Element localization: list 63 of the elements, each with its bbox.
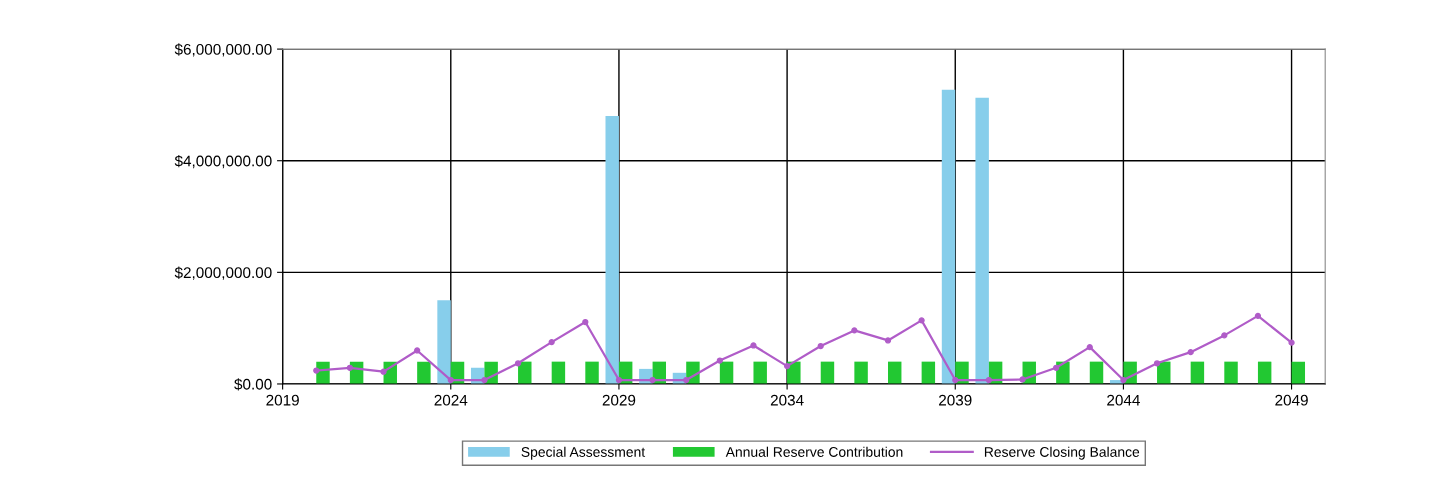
bar [719, 361, 734, 384]
legend-label: Reserve Closing Balance [984, 446, 1140, 460]
point [481, 376, 488, 384]
bar [1257, 361, 1272, 384]
point [1086, 344, 1093, 351]
x-tick-label: 2024 [434, 394, 468, 406]
point [414, 347, 421, 354]
point [514, 360, 522, 367]
point [817, 342, 824, 350]
bar [585, 361, 599, 384]
point [1019, 376, 1026, 383]
x-tick-label: 2044 [1107, 394, 1140, 406]
point [1053, 364, 1060, 371]
bar [518, 361, 532, 384]
bar [854, 361, 868, 384]
point [1120, 376, 1127, 384]
point [346, 364, 354, 371]
x-tick-label: 2039 [939, 394, 972, 406]
y-tick-label: $4,000,000.00 [174, 154, 272, 169]
x-tick-label: 2019 [266, 394, 299, 406]
bar [551, 361, 566, 384]
point [783, 362, 791, 370]
bar [753, 361, 767, 384]
point [1153, 360, 1161, 367]
point [1288, 339, 1295, 346]
point [447, 376, 454, 384]
point [716, 357, 723, 364]
point [918, 317, 925, 324]
bar [887, 361, 902, 384]
bar [1291, 361, 1306, 384]
point [683, 376, 690, 384]
legend-label: Annual Reserve Contribution [725, 446, 903, 457]
bar [975, 97, 989, 384]
point [380, 368, 387, 375]
bar [820, 361, 835, 384]
bar [1089, 361, 1104, 384]
x-tick-label: 2029 [602, 394, 636, 406]
bar [1190, 361, 1205, 384]
point [1254, 312, 1262, 319]
point [582, 318, 589, 326]
point [615, 376, 623, 384]
point [750, 342, 757, 349]
bar [941, 89, 956, 384]
y-tick-label: $0.00 [234, 378, 272, 391]
point [985, 376, 993, 384]
bar [437, 300, 451, 384]
bar [417, 361, 431, 384]
point [851, 327, 858, 334]
point [884, 337, 892, 344]
point [313, 367, 320, 374]
x-tick-label: 2034 [770, 394, 804, 406]
point [1187, 349, 1194, 356]
point [952, 376, 959, 384]
y-tick-label: $6,000,000.00 [174, 43, 272, 57]
y-tick-label: $2,000,000.00 [174, 266, 272, 280]
bar [605, 116, 619, 384]
point [548, 338, 555, 346]
point [649, 376, 656, 384]
point [1221, 332, 1228, 339]
x-tick-label: 2049 [1275, 394, 1308, 406]
bar [921, 361, 936, 384]
legend-label: Special Assessment [521, 446, 646, 460]
bar [1224, 361, 1238, 384]
